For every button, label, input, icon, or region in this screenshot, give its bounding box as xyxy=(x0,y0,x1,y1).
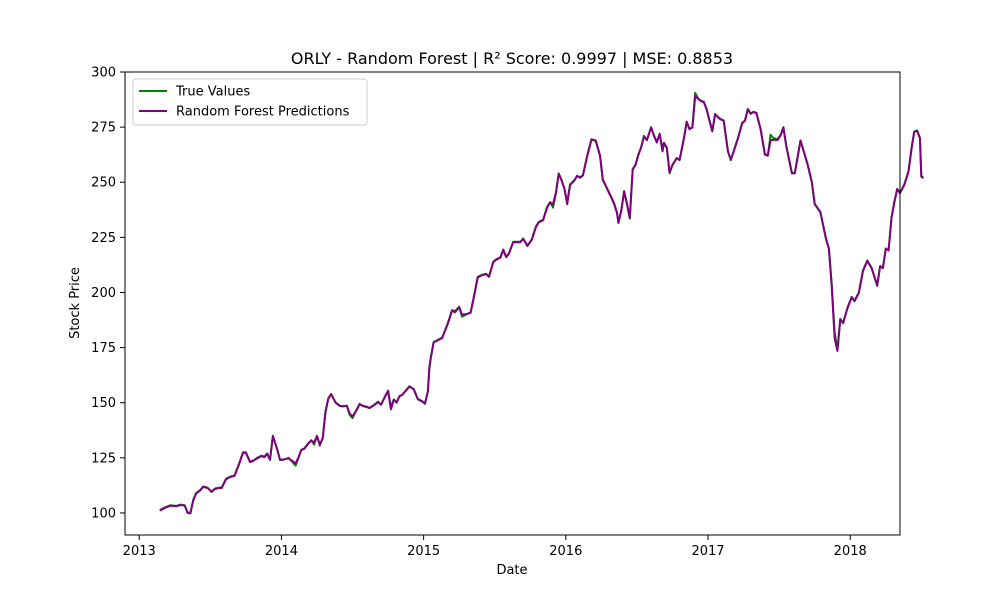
x-tick-label: 2016 xyxy=(549,544,582,559)
y-tick-label: 275 xyxy=(91,121,116,136)
x-tick-label: 2013 xyxy=(123,544,156,559)
y-axis-label: Stock Price xyxy=(68,267,83,339)
axes-frame xyxy=(124,71,901,536)
y-tick-label: 300 xyxy=(91,66,116,81)
x-tick-label: 2014 xyxy=(265,544,298,559)
chart-title: ORLY - Random Forest | R² Score: 0.9997 … xyxy=(291,49,733,68)
legend-box xyxy=(132,78,368,126)
series-line-predictions xyxy=(159,95,924,514)
x-tick-label: 2018 xyxy=(834,544,867,559)
legend-label: True Values xyxy=(175,85,250,100)
legend-label: Random Forest Predictions xyxy=(176,105,350,120)
x-tick-label: 2015 xyxy=(407,544,440,559)
y-tick-label: 200 xyxy=(91,286,116,301)
y-tick-label: 175 xyxy=(91,341,116,356)
y-tick-label: 150 xyxy=(91,396,116,411)
y-tick-label: 225 xyxy=(91,231,116,246)
plot-area: 2013 2014 2015 2016 2017 2018 100 125 150 175 200 2… xyxy=(91,66,924,559)
y-tick-label: 250 xyxy=(91,176,116,191)
y-tick-label: 100 xyxy=(91,506,116,521)
legend: True Values Random Forest Predictions xyxy=(132,78,368,126)
y-tick-label: 125 xyxy=(91,451,116,466)
x-axis-label: Date xyxy=(496,563,527,578)
x-tick-label: 2017 xyxy=(691,544,724,559)
